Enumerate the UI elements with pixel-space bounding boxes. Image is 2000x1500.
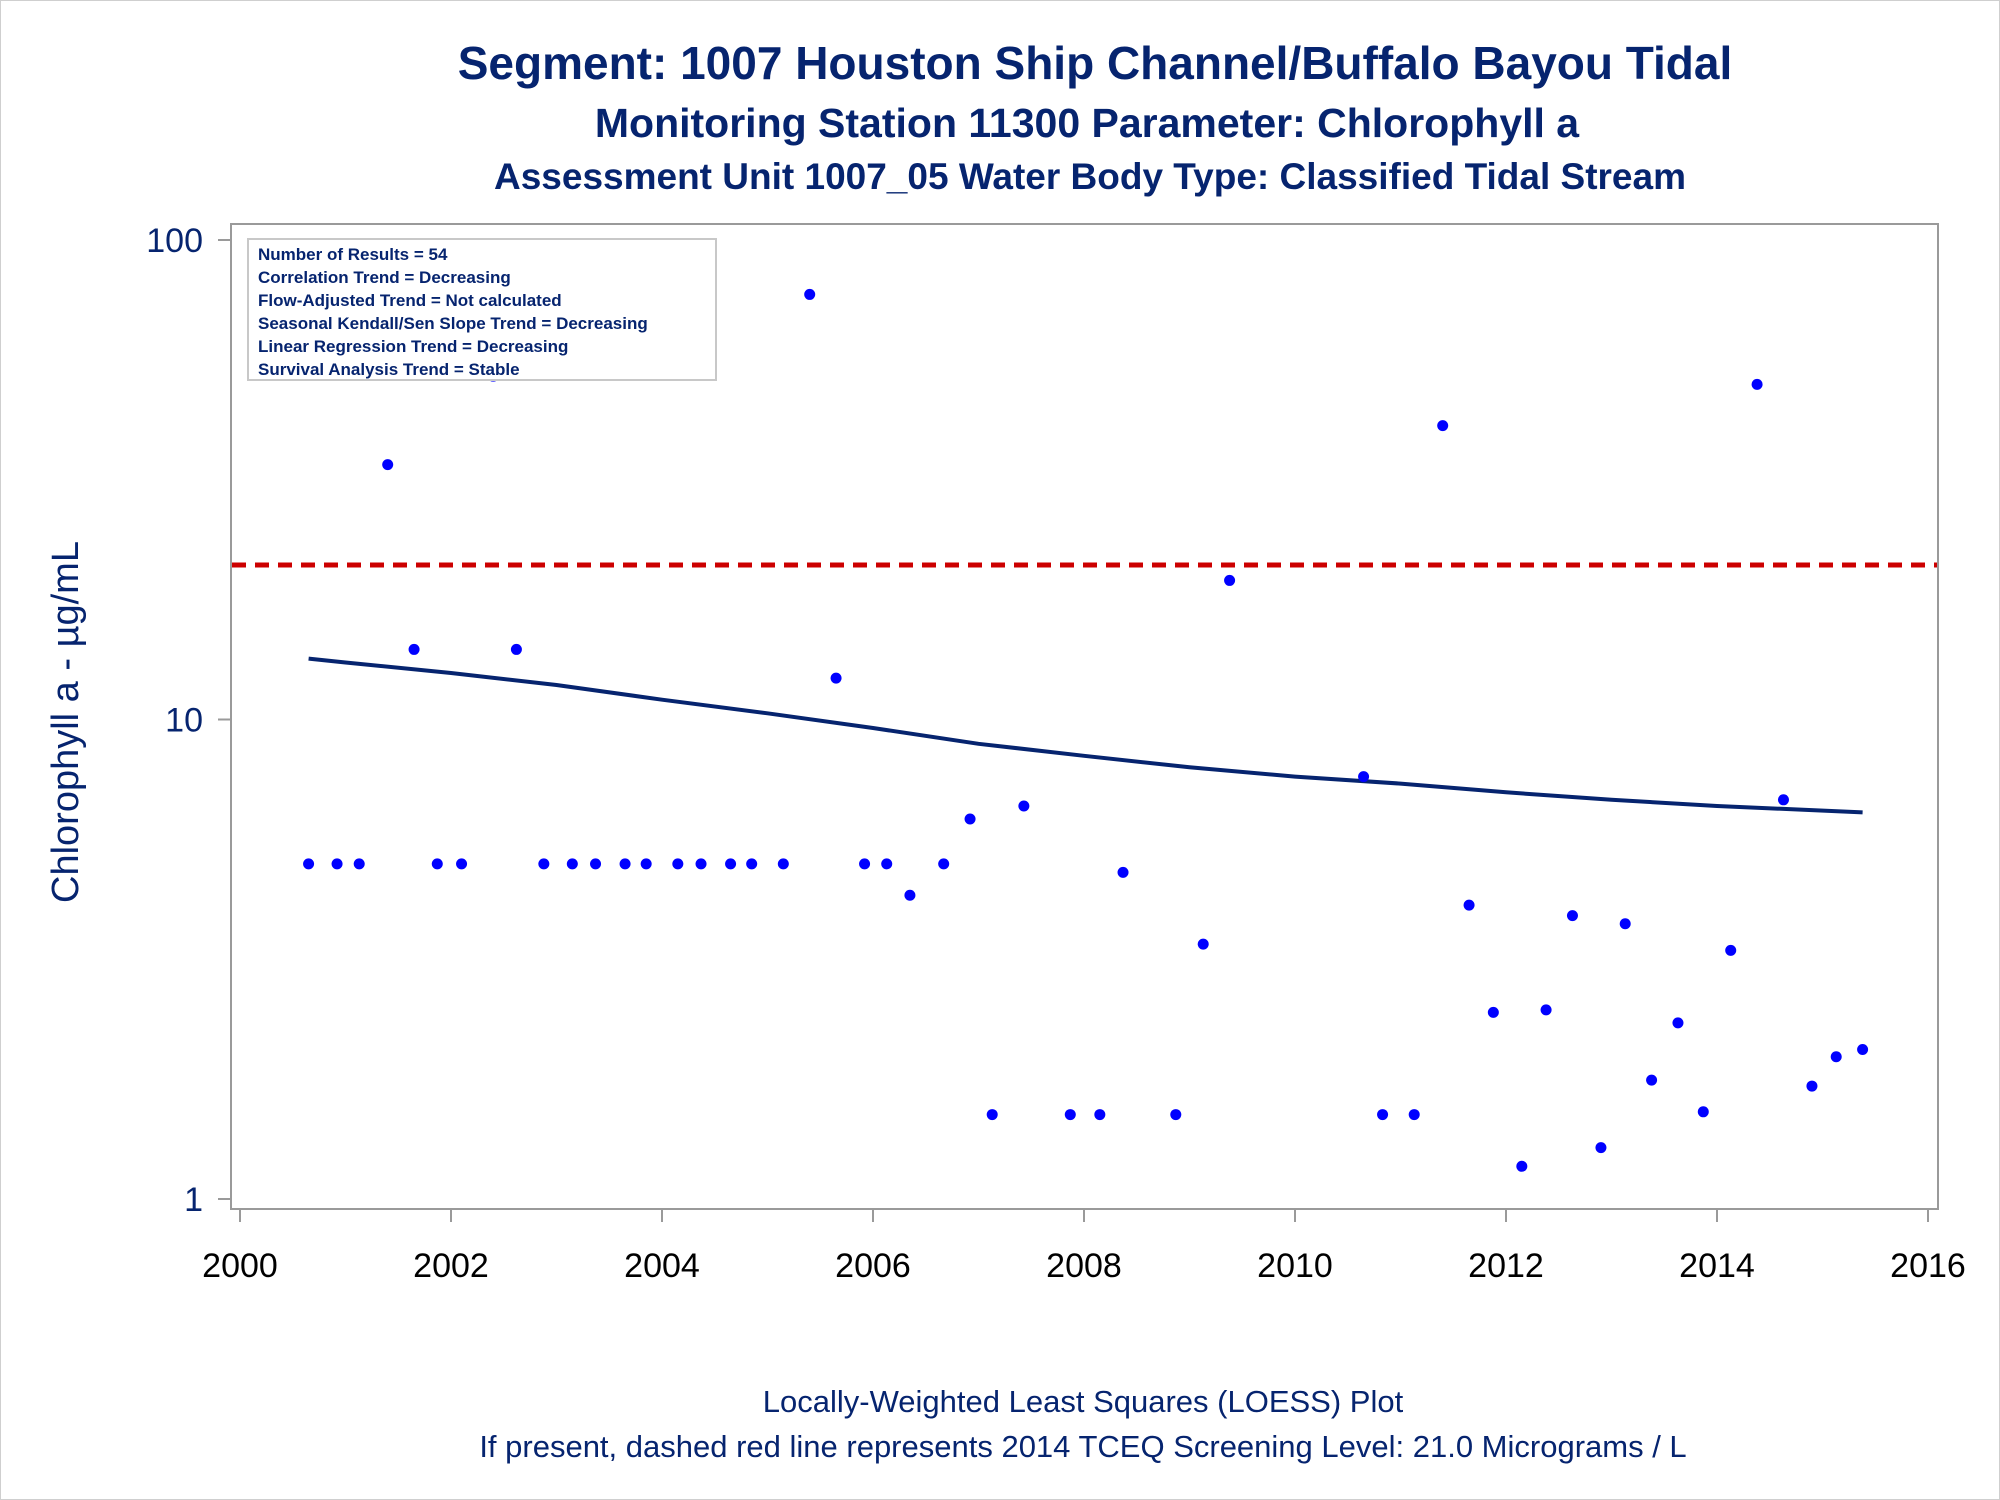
- x-axis: 2000 2002 2004 2006 2008 2010 2012 2014 2016: [202, 1208, 1966, 1285]
- data-point: [303, 858, 315, 870]
- data-point: [1358, 771, 1370, 783]
- data-point: [1697, 1106, 1709, 1118]
- x-tick-label: 2014: [1679, 1247, 1755, 1285]
- data-point: [1377, 1109, 1389, 1121]
- data-point: [1487, 1006, 1499, 1018]
- stats-line: Correlation Trend = Decreasing: [258, 268, 511, 287]
- data-point: [331, 858, 343, 870]
- data-point: [1725, 944, 1737, 956]
- data-points: [303, 288, 1869, 1172]
- data-point: [804, 288, 816, 300]
- x-tick-label: 2008: [1046, 1247, 1122, 1285]
- stats-line: Flow-Adjusted Trend = Not calculated: [258, 291, 562, 310]
- stats-box-frame: [247, 238, 717, 381]
- data-point: [1018, 800, 1030, 812]
- data-point: [1777, 794, 1789, 806]
- data-point: [1408, 1109, 1420, 1121]
- y-tick-label: 100: [146, 222, 203, 260]
- y-tick-label: 10: [165, 702, 203, 740]
- data-point: [431, 858, 443, 870]
- data-point: [881, 858, 893, 870]
- data-point: [964, 813, 976, 825]
- footnote-loess: Locally-Weighted Least Squares (LOESS) P…: [763, 1384, 1404, 1419]
- data-point: [1830, 1051, 1842, 1063]
- x-tick-label: 2006: [835, 1247, 911, 1285]
- stats-box: Number of Results = 54 Correlation Trend …: [247, 238, 717, 381]
- x-tick-label: 2000: [202, 1247, 278, 1285]
- stats-line: Seasonal Kendall/Sen Slope Trend = Decre…: [258, 314, 648, 333]
- data-point: [986, 1109, 998, 1121]
- stats-line: Number of Results = 54: [258, 245, 448, 264]
- plot-area: [230, 223, 1939, 1210]
- x-tick-label: 2010: [1257, 1247, 1333, 1285]
- data-point: [1619, 918, 1631, 930]
- chart-subtitle-2: Assessment Unit 1007_05 Water Body Type:…: [494, 156, 1686, 197]
- y-axis-label: Chlorophyll a - µg/mL: [45, 541, 87, 903]
- data-point: [640, 858, 652, 870]
- data-point: [590, 858, 602, 870]
- data-point: [408, 643, 420, 655]
- stats-line: Survival Analysis Trend = Stable: [258, 360, 520, 379]
- data-point: [538, 858, 550, 870]
- data-point: [695, 858, 707, 870]
- y-axis: 1 10 100: [146, 222, 231, 1219]
- data-point: [566, 858, 578, 870]
- data-point: [777, 858, 789, 870]
- data-point: [1224, 574, 1236, 586]
- loess-line: [308, 656, 1863, 815]
- data-point: [725, 858, 737, 870]
- data-point: [859, 858, 871, 870]
- data-point: [353, 858, 365, 870]
- data-point: [672, 858, 684, 870]
- data-point: [1540, 1004, 1552, 1016]
- data-point: [1064, 1109, 1076, 1121]
- data-point: [1117, 866, 1129, 878]
- data-point: [1751, 378, 1763, 390]
- footnote-screening: If present, dashed red line represents 2…: [479, 1429, 1686, 1464]
- data-point: [746, 858, 758, 870]
- data-point: [1806, 1080, 1818, 1092]
- x-tick-label: 2004: [624, 1247, 700, 1285]
- data-point: [1566, 910, 1578, 922]
- x-tick-label: 2012: [1468, 1247, 1544, 1285]
- data-point: [1672, 1017, 1684, 1029]
- data-point: [938, 858, 950, 870]
- data-point: [1595, 1142, 1607, 1154]
- data-point: [1094, 1109, 1106, 1121]
- data-point: [510, 643, 522, 655]
- data-point: [830, 672, 842, 684]
- data-point: [1437, 420, 1449, 432]
- y-tick-label: 1: [184, 1181, 203, 1219]
- chart-subtitle: Monitoring Station 11300 Parameter: Chlo…: [595, 100, 1580, 146]
- data-point: [456, 858, 468, 870]
- data-point: [1857, 1044, 1869, 1056]
- data-point: [619, 858, 631, 870]
- data-point: [1646, 1074, 1658, 1086]
- stats-line: Linear Regression Trend = Decreasing: [258, 337, 568, 356]
- data-point: [904, 889, 916, 901]
- data-point: [1516, 1160, 1528, 1172]
- data-point: [1463, 899, 1475, 911]
- chart-title: Segment: 1007 Houston Ship Channel/Buffa…: [458, 37, 1733, 89]
- x-tick-label: 2002: [413, 1247, 489, 1285]
- data-point: [1197, 938, 1209, 950]
- x-tick-label: 2016: [1890, 1247, 1966, 1285]
- data-point: [1170, 1109, 1182, 1121]
- data-point: [382, 459, 394, 471]
